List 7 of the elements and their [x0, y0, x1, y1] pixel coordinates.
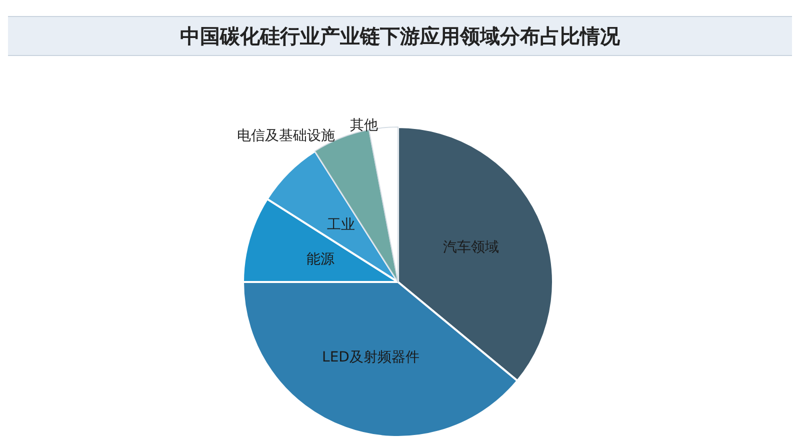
slice-label: 汽车领域: [442, 240, 499, 256]
slice-label: 能源: [306, 252, 335, 268]
slice-label: 电信及基础设施: [237, 128, 336, 144]
slice-label: 工业: [327, 217, 356, 234]
chart-title: 中国碳化硅行业产业链下游应用领域分布占比情况: [180, 24, 621, 48]
slice-label: 其他: [350, 118, 378, 134]
slice-label: LED及射频器件: [322, 350, 420, 366]
